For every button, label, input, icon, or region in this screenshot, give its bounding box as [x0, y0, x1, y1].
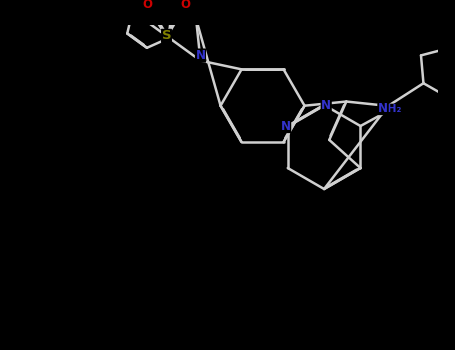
- Text: N: N: [321, 98, 331, 112]
- Text: O: O: [142, 0, 152, 11]
- Text: S: S: [162, 29, 171, 42]
- Text: N: N: [281, 119, 291, 133]
- Text: NH₂: NH₂: [378, 104, 402, 114]
- Text: N: N: [378, 102, 388, 114]
- Text: O: O: [180, 0, 190, 11]
- Text: N: N: [196, 49, 206, 62]
